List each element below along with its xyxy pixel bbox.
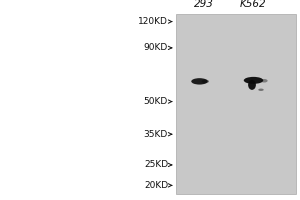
Ellipse shape (248, 80, 256, 90)
Text: 50KD: 50KD (144, 97, 168, 106)
Text: 120KD: 120KD (138, 17, 168, 26)
Text: 90KD: 90KD (144, 43, 168, 52)
Text: 25KD: 25KD (144, 160, 168, 169)
Bar (176, 14, 296, 194)
Ellipse shape (244, 77, 263, 84)
Text: 35KD: 35KD (144, 130, 168, 139)
Text: 293: 293 (194, 0, 214, 9)
Ellipse shape (261, 79, 268, 83)
Ellipse shape (191, 78, 208, 85)
Ellipse shape (258, 89, 264, 91)
Text: K562: K562 (240, 0, 267, 9)
Ellipse shape (202, 80, 209, 83)
Text: 20KD: 20KD (144, 181, 168, 190)
